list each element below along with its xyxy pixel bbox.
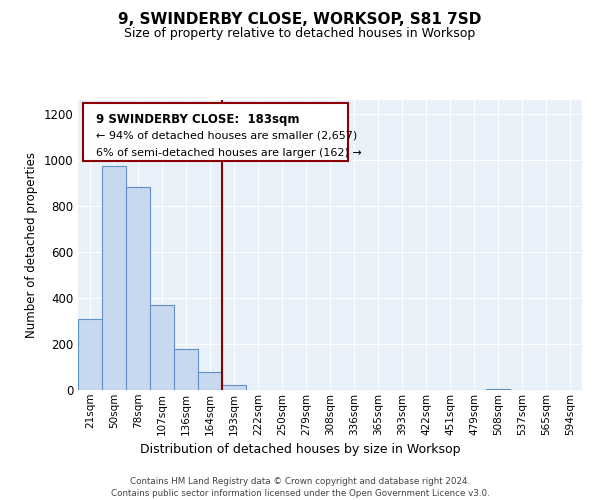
- Text: ← 94% of detached houses are smaller (2,657): ← 94% of detached houses are smaller (2,…: [95, 130, 357, 140]
- Text: 6% of semi-detached houses are larger (162) →: 6% of semi-detached houses are larger (1…: [95, 148, 361, 158]
- Text: 9 SWINDERBY CLOSE:  183sqm: 9 SWINDERBY CLOSE: 183sqm: [95, 113, 299, 126]
- Bar: [486, 389, 510, 390]
- Bar: [150, 305, 174, 390]
- Text: 9, SWINDERBY CLOSE, WORKSOP, S81 7SD: 9, SWINDERBY CLOSE, WORKSOP, S81 7SD: [118, 12, 482, 28]
- Y-axis label: Number of detached properties: Number of detached properties: [25, 152, 38, 338]
- Text: Distribution of detached houses by size in Worksop: Distribution of detached houses by size …: [140, 442, 460, 456]
- Bar: [198, 372, 222, 390]
- Bar: [174, 348, 198, 390]
- Bar: [222, 386, 246, 390]
- Text: Contains public sector information licensed under the Open Government Licence v3: Contains public sector information licen…: [110, 489, 490, 498]
- Text: Contains HM Land Registry data © Crown copyright and database right 2024.: Contains HM Land Registry data © Crown c…: [130, 478, 470, 486]
- Bar: [126, 188, 150, 390]
- FancyBboxPatch shape: [83, 103, 347, 161]
- Text: Size of property relative to detached houses in Worksop: Size of property relative to detached ho…: [124, 28, 476, 40]
- Bar: [102, 166, 126, 390]
- Bar: [78, 318, 102, 390]
